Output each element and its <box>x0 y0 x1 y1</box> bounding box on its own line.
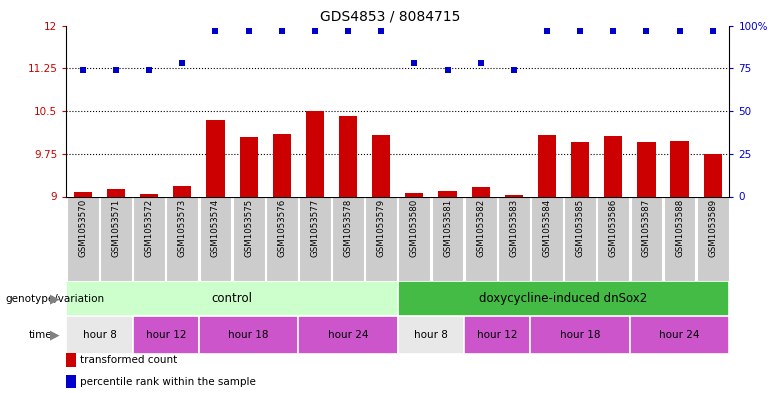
FancyBboxPatch shape <box>199 316 298 354</box>
Text: GSM1053576: GSM1053576 <box>277 199 286 257</box>
FancyBboxPatch shape <box>266 196 298 281</box>
FancyBboxPatch shape <box>597 196 629 281</box>
Text: hour 8: hour 8 <box>83 330 116 340</box>
Text: hour 18: hour 18 <box>560 330 601 340</box>
FancyBboxPatch shape <box>299 196 331 281</box>
Bar <box>306 111 324 196</box>
Text: GSM1053573: GSM1053573 <box>178 199 187 257</box>
Text: GSM1053574: GSM1053574 <box>211 199 220 257</box>
Bar <box>273 134 291 196</box>
Text: time: time <box>29 330 52 340</box>
Text: GSM1053584: GSM1053584 <box>542 199 551 257</box>
Text: GSM1053578: GSM1053578 <box>343 199 353 257</box>
FancyBboxPatch shape <box>564 196 596 281</box>
FancyBboxPatch shape <box>200 196 232 281</box>
FancyBboxPatch shape <box>332 196 364 281</box>
Bar <box>66 353 76 367</box>
Text: GSM1053587: GSM1053587 <box>642 199 651 257</box>
FancyBboxPatch shape <box>66 281 398 316</box>
FancyBboxPatch shape <box>398 316 464 354</box>
FancyBboxPatch shape <box>431 196 463 281</box>
FancyBboxPatch shape <box>664 196 696 281</box>
Bar <box>571 142 589 196</box>
Text: GSM1053580: GSM1053580 <box>410 199 419 257</box>
FancyBboxPatch shape <box>399 196 431 281</box>
FancyBboxPatch shape <box>398 281 729 316</box>
FancyBboxPatch shape <box>133 316 199 354</box>
Text: doxycycline-induced dnSox2: doxycycline-induced dnSox2 <box>480 292 647 305</box>
Text: ▶: ▶ <box>51 329 60 342</box>
FancyBboxPatch shape <box>697 196 729 281</box>
Bar <box>704 154 722 196</box>
Text: GSM1053570: GSM1053570 <box>78 199 87 257</box>
Text: GSM1053586: GSM1053586 <box>608 199 618 257</box>
FancyBboxPatch shape <box>465 196 497 281</box>
Text: GSM1053581: GSM1053581 <box>443 199 452 257</box>
FancyBboxPatch shape <box>100 196 132 281</box>
FancyBboxPatch shape <box>464 316 530 354</box>
FancyBboxPatch shape <box>530 316 630 354</box>
Bar <box>406 193 424 196</box>
Text: GSM1053588: GSM1053588 <box>675 199 684 257</box>
Bar <box>74 192 92 196</box>
Text: GSM1053571: GSM1053571 <box>112 199 121 257</box>
Bar <box>438 191 456 196</box>
Bar <box>505 195 523 196</box>
Text: GSM1053577: GSM1053577 <box>310 199 320 257</box>
Text: GSM1053585: GSM1053585 <box>576 199 585 257</box>
Bar <box>472 187 490 196</box>
Text: transformed count: transformed count <box>80 355 178 365</box>
Bar <box>173 186 191 196</box>
Text: GSM1053575: GSM1053575 <box>244 199 254 257</box>
Text: GSM1053589: GSM1053589 <box>708 199 718 257</box>
Text: GSM1053582: GSM1053582 <box>476 199 485 257</box>
Text: hour 24: hour 24 <box>659 330 700 340</box>
Bar <box>372 135 390 196</box>
Text: hour 8: hour 8 <box>414 330 448 340</box>
FancyBboxPatch shape <box>133 196 165 281</box>
Bar <box>66 375 76 388</box>
Bar <box>604 136 622 196</box>
Text: GSM1053572: GSM1053572 <box>144 199 154 257</box>
Bar <box>107 189 125 196</box>
FancyBboxPatch shape <box>498 196 530 281</box>
FancyBboxPatch shape <box>232 196 264 281</box>
FancyBboxPatch shape <box>298 316 398 354</box>
Bar <box>671 141 689 196</box>
FancyBboxPatch shape <box>630 316 729 354</box>
Bar <box>637 142 655 196</box>
Text: percentile rank within the sample: percentile rank within the sample <box>80 376 256 387</box>
Bar <box>140 194 158 196</box>
Bar <box>339 116 357 196</box>
Text: GDS4853 / 8084715: GDS4853 / 8084715 <box>320 10 460 24</box>
FancyBboxPatch shape <box>365 196 397 281</box>
Text: genotype/variation: genotype/variation <box>5 294 105 304</box>
Text: hour 18: hour 18 <box>229 330 269 340</box>
Bar <box>538 135 556 196</box>
FancyBboxPatch shape <box>166 196 198 281</box>
FancyBboxPatch shape <box>66 316 133 354</box>
Text: GSM1053579: GSM1053579 <box>377 199 386 257</box>
Text: hour 24: hour 24 <box>328 330 368 340</box>
Text: hour 12: hour 12 <box>477 330 517 340</box>
Text: ▶: ▶ <box>51 292 60 305</box>
FancyBboxPatch shape <box>67 196 99 281</box>
Text: GSM1053583: GSM1053583 <box>509 199 519 257</box>
Text: control: control <box>211 292 253 305</box>
FancyBboxPatch shape <box>630 196 662 281</box>
Bar <box>239 137 257 196</box>
FancyBboxPatch shape <box>531 196 563 281</box>
Bar <box>207 119 225 196</box>
Text: hour 12: hour 12 <box>146 330 186 340</box>
